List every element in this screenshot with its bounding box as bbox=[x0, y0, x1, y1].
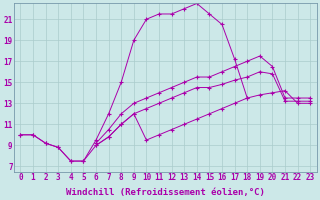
X-axis label: Windchill (Refroidissement éolien,°C): Windchill (Refroidissement éolien,°C) bbox=[66, 188, 265, 197]
